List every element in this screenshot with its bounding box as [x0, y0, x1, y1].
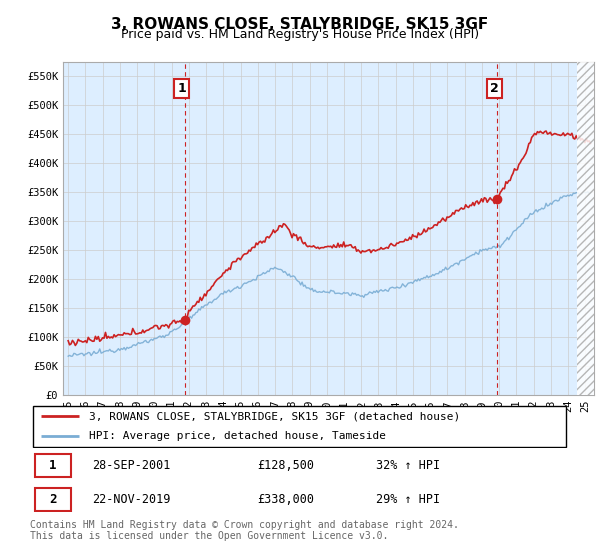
FancyBboxPatch shape [35, 454, 71, 477]
Text: £338,000: £338,000 [257, 493, 314, 506]
Text: 3, ROWANS CLOSE, STALYBRIDGE, SK15 3GF: 3, ROWANS CLOSE, STALYBRIDGE, SK15 3GF [112, 17, 488, 32]
Text: 29% ↑ HPI: 29% ↑ HPI [376, 493, 440, 506]
Text: 32% ↑ HPI: 32% ↑ HPI [376, 459, 440, 472]
Text: 2: 2 [490, 82, 499, 95]
Text: Price paid vs. HM Land Registry's House Price Index (HPI): Price paid vs. HM Land Registry's House … [121, 28, 479, 41]
Bar [577, 62, 594, 395]
Text: 1: 1 [178, 82, 187, 95]
Text: Contains HM Land Registry data © Crown copyright and database right 2024.
This d: Contains HM Land Registry data © Crown c… [30, 520, 459, 542]
Text: 3, ROWANS CLOSE, STALYBRIDGE, SK15 3GF (detached house): 3, ROWANS CLOSE, STALYBRIDGE, SK15 3GF (… [89, 411, 461, 421]
FancyBboxPatch shape [35, 488, 71, 511]
Text: 2: 2 [49, 493, 57, 506]
Text: 22-NOV-2019: 22-NOV-2019 [92, 493, 170, 506]
Text: 1: 1 [49, 459, 57, 472]
Text: £128,500: £128,500 [257, 459, 314, 472]
FancyBboxPatch shape [33, 405, 566, 447]
Text: HPI: Average price, detached house, Tameside: HPI: Average price, detached house, Tame… [89, 431, 386, 441]
Text: 28-SEP-2001: 28-SEP-2001 [92, 459, 170, 472]
